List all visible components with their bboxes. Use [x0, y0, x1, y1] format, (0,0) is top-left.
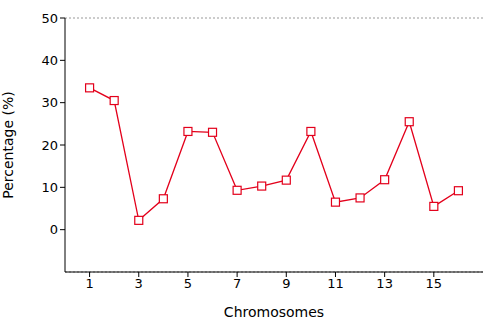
svg-text:11: 11	[327, 276, 344, 291]
svg-text:50: 50	[41, 11, 58, 26]
svg-text:7: 7	[233, 276, 241, 291]
svg-text:20: 20	[41, 138, 58, 153]
svg-text:40: 40	[41, 53, 58, 68]
svg-text:Percentage (%): Percentage (%)	[8, 91, 16, 198]
svg-text:9: 9	[282, 276, 290, 291]
svg-text:30: 30	[41, 95, 58, 110]
svg-text:0: 0	[50, 222, 58, 237]
svg-text:13: 13	[376, 276, 393, 291]
svg-text:5: 5	[184, 276, 192, 291]
svg-text:Chromosomes: Chromosomes	[224, 304, 324, 320]
svg-text:1: 1	[85, 276, 93, 291]
svg-text:3: 3	[135, 276, 143, 291]
svg-text:15: 15	[426, 276, 443, 291]
svg-text:10: 10	[41, 180, 58, 195]
